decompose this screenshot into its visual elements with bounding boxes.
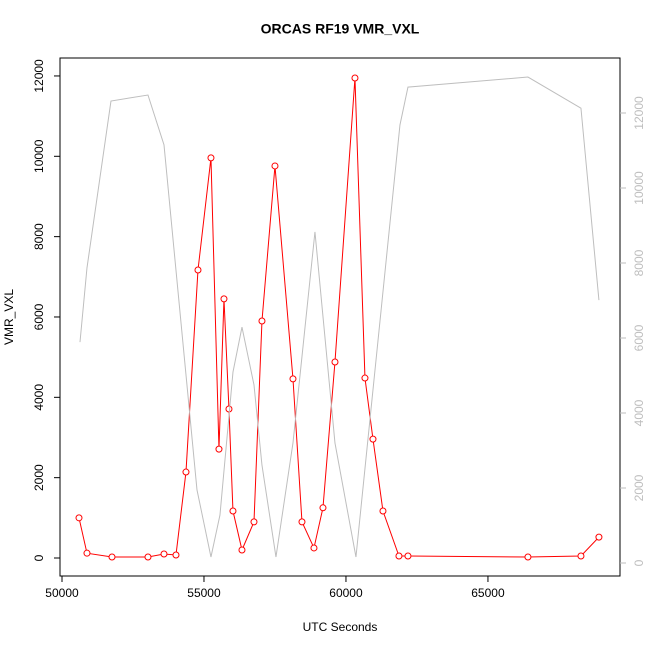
y2-tick-label: 10000 bbox=[632, 171, 646, 205]
series-line bbox=[79, 76, 600, 558]
data-point bbox=[595, 533, 603, 541]
data-point bbox=[271, 162, 279, 170]
data-point bbox=[75, 514, 83, 522]
data-point bbox=[331, 358, 339, 366]
data-point bbox=[361, 374, 369, 382]
y-tick-label: 4000 bbox=[32, 384, 46, 411]
series-line bbox=[78, 77, 600, 558]
y-axis-label: VMR_VXL bbox=[2, 289, 16, 345]
data-point bbox=[229, 507, 237, 515]
y-tick-label: 8000 bbox=[32, 223, 46, 250]
data-point bbox=[250, 518, 258, 526]
data-point bbox=[298, 518, 306, 526]
data-point bbox=[160, 550, 168, 558]
data-point bbox=[289, 375, 297, 383]
y-tick-label: 12000 bbox=[32, 59, 46, 93]
data-point bbox=[524, 553, 532, 561]
data-point bbox=[108, 553, 116, 561]
x-tick-label: 60000 bbox=[329, 586, 363, 600]
data-point bbox=[144, 553, 152, 561]
data-point bbox=[215, 445, 223, 453]
x-tick-label: 65000 bbox=[471, 586, 505, 600]
data-point bbox=[404, 552, 412, 560]
data-point bbox=[319, 504, 327, 512]
data-point bbox=[310, 544, 318, 552]
data-point bbox=[238, 546, 246, 554]
data-point bbox=[395, 552, 403, 560]
data-point bbox=[577, 552, 585, 560]
x-axis-label: UTC Seconds bbox=[303, 620, 378, 634]
data-point bbox=[194, 266, 202, 274]
data-point bbox=[220, 295, 228, 303]
y2-tick-label: 12000 bbox=[632, 96, 646, 130]
data-point bbox=[379, 507, 387, 515]
y2-tick-label: 4000 bbox=[632, 399, 646, 426]
data-point bbox=[369, 435, 377, 443]
y2-tick-label: 8000 bbox=[632, 249, 646, 276]
y-tick-label: 10000 bbox=[32, 139, 46, 173]
y-tick-label: 0 bbox=[32, 554, 46, 561]
y-tick-label: 6000 bbox=[32, 303, 46, 330]
x-tick-label: 50000 bbox=[45, 586, 79, 600]
y2-tick-label: 0 bbox=[632, 559, 646, 566]
y2-tick-label: 2000 bbox=[632, 474, 646, 501]
data-point bbox=[182, 468, 190, 476]
y2-tick-label: 6000 bbox=[632, 324, 646, 351]
data-point bbox=[207, 154, 215, 162]
data-point bbox=[83, 549, 91, 557]
chart-title: ORCAS RF19 VMR_VXL bbox=[261, 21, 420, 37]
data-point bbox=[172, 551, 180, 559]
data-point bbox=[258, 317, 266, 325]
data-point bbox=[351, 74, 359, 82]
y-tick-label: 2000 bbox=[32, 464, 46, 491]
x-tick-label: 55000 bbox=[187, 586, 221, 600]
plot-frame bbox=[59, 57, 621, 577]
